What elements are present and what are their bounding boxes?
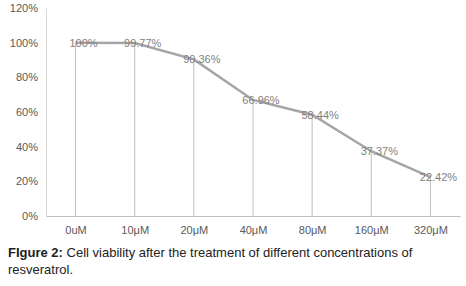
y-tick: 40% — [16, 141, 46, 153]
x-tick-label: 0uM — [65, 224, 86, 236]
x-tick: 80μM — [299, 216, 327, 236]
y-axis-line — [46, 9, 47, 217]
line — [76, 43, 431, 177]
y-tick-label: 100% — [10, 37, 38, 49]
data-label: 37.37% — [361, 145, 399, 157]
data-label: 99.77% — [124, 37, 162, 49]
data-label: 90.36% — [183, 53, 221, 65]
drop-line — [193, 59, 194, 216]
x-tick: 10μM — [121, 216, 149, 236]
data-label: 58.44% — [301, 109, 339, 121]
x-axis-line — [47, 216, 461, 217]
data-labels: 100% 99.77% 90.36% 66.96% 58.44% 37.37% 22.42% — [70, 37, 458, 183]
drop-line — [253, 100, 254, 216]
x-tick-label: 20μM — [180, 224, 208, 236]
drop-line — [371, 151, 372, 216]
y-tick-label: 40% — [16, 141, 38, 153]
y-tick-label: 60% — [16, 106, 38, 118]
data-label: 22.42% — [420, 171, 458, 183]
y-tick: 120% — [10, 2, 46, 14]
x-tick-label: 320μM — [414, 224, 448, 236]
y-tick: 20% — [16, 175, 46, 187]
y-tick: 80% — [16, 71, 46, 83]
drop-line — [134, 43, 135, 216]
drop-line — [312, 115, 313, 216]
data-label: 100% — [70, 37, 98, 49]
y-tick: 100% — [10, 37, 46, 49]
x-tick-label: 80μM — [299, 224, 327, 236]
y-tick-label: 0% — [22, 210, 38, 222]
marks — [76, 43, 431, 216]
caption-text: Cell viability after the treatment of di… — [8, 245, 412, 277]
x-tick-label: 10μM — [121, 224, 149, 236]
data-label: 66.96% — [242, 94, 280, 106]
caption-title: FIgure 2: — [8, 245, 63, 260]
plot: 0% 20% 40% 60% 80% 100% 120% 0uM 10μM 20μM 40μM 80μ… — [10, 2, 461, 236]
y-tick-label: 120% — [10, 2, 38, 14]
x-tick: 160μM — [355, 216, 389, 236]
x-axis: 0uM 10μM 20μM 40μM 80μM 160μM 320μM — [47, 216, 461, 236]
chart: 0% 20% 40% 60% 80% 100% 120% 0uM 10μM 20μM 40μM 80μ… — [0, 0, 466, 240]
x-tick-label: 40μM — [240, 224, 268, 236]
y-axis: 0% 20% 40% 60% 80% 100% 120% — [10, 2, 47, 222]
x-tick: 0uM — [65, 216, 86, 236]
drop-line — [75, 43, 76, 216]
x-tick: 320μM — [414, 216, 448, 236]
x-tick-label: 160μM — [355, 224, 389, 236]
x-tick: 40μM — [240, 216, 268, 236]
y-tick: 60% — [16, 106, 46, 118]
caption: FIgure 2: Cell viability after the treat… — [8, 244, 463, 278]
y-tick-label: 20% — [16, 175, 38, 187]
caption-space — [63, 245, 67, 260]
y-tick-label: 80% — [16, 71, 38, 83]
y-tick: 0% — [22, 210, 46, 222]
x-tick: 20μM — [180, 216, 208, 236]
